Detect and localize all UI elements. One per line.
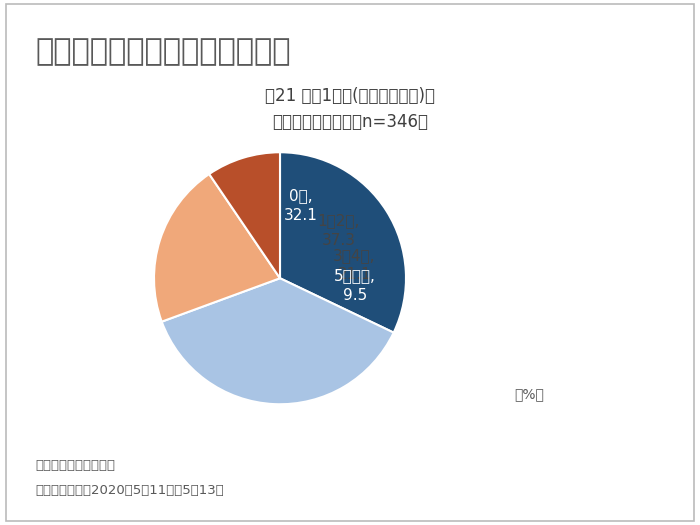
Text: 0日,
32.1: 0日, 32.1	[284, 188, 318, 223]
Wedge shape	[162, 278, 393, 404]
Text: 出典：日本生産性本部: 出典：日本生産性本部	[35, 459, 115, 472]
Text: 1〜2日,
37.3: 1〜2日, 37.3	[317, 213, 360, 248]
Text: 週当たり出勤日数（n=346）: 週当たり出勤日数（n=346）	[272, 113, 428, 131]
Wedge shape	[280, 152, 406, 333]
Text: 図21 直近1週間(営業日ベース)の: 図21 直近1週間(営業日ベース)の	[265, 87, 435, 104]
Wedge shape	[154, 174, 280, 322]
Text: 5日以上,
9.5: 5日以上, 9.5	[335, 268, 376, 302]
Text: 現在、オフィスに人はいるのか: 現在、オフィスに人はいるのか	[35, 37, 290, 66]
Wedge shape	[209, 152, 280, 278]
Text: 調査実施期間：2020年5月11日〜5月13日: 調査実施期間：2020年5月11日〜5月13日	[35, 484, 224, 497]
Text: 3〜4日,
21.1: 3〜4日, 21.1	[333, 248, 376, 282]
Text: （%）: （%）	[514, 387, 545, 402]
